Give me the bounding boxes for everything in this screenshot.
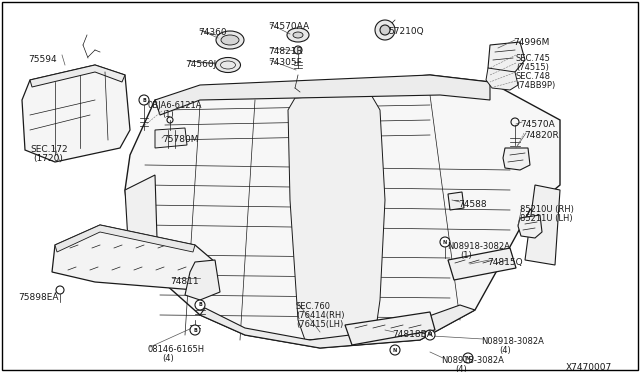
Circle shape bbox=[294, 46, 302, 54]
Text: (74515): (74515) bbox=[516, 63, 549, 72]
Text: (74BB9P): (74BB9P) bbox=[516, 81, 556, 90]
Ellipse shape bbox=[54, 93, 76, 107]
Text: (1720): (1720) bbox=[33, 154, 63, 163]
Polygon shape bbox=[22, 65, 130, 162]
Circle shape bbox=[390, 345, 400, 355]
Polygon shape bbox=[155, 75, 490, 115]
Text: N08918-3082A: N08918-3082A bbox=[441, 356, 504, 365]
Text: B: B bbox=[198, 302, 202, 308]
Text: 0BJA6-6121A: 0BJA6-6121A bbox=[148, 101, 202, 110]
Text: N: N bbox=[443, 240, 447, 244]
Text: SEC.172: SEC.172 bbox=[30, 145, 68, 154]
Circle shape bbox=[425, 330, 435, 340]
Text: 75898EA: 75898EA bbox=[18, 293, 58, 302]
Polygon shape bbox=[448, 248, 516, 280]
Text: (4): (4) bbox=[499, 346, 511, 355]
Polygon shape bbox=[518, 215, 542, 238]
Polygon shape bbox=[503, 148, 530, 170]
Text: N: N bbox=[466, 356, 470, 360]
Text: 74815Q: 74815Q bbox=[487, 258, 523, 267]
Text: N: N bbox=[393, 347, 397, 353]
Text: 75780M: 75780M bbox=[162, 135, 198, 144]
Text: SEC.748: SEC.748 bbox=[516, 72, 551, 81]
Text: 85211U (LH): 85211U (LH) bbox=[520, 214, 573, 223]
Text: B: B bbox=[193, 327, 197, 333]
Polygon shape bbox=[525, 185, 560, 265]
Text: (76415(LH): (76415(LH) bbox=[296, 320, 343, 329]
Text: B: B bbox=[142, 97, 146, 103]
Text: SEC.760: SEC.760 bbox=[296, 302, 331, 311]
Polygon shape bbox=[185, 260, 220, 300]
Text: 57210Q: 57210Q bbox=[388, 27, 424, 36]
Text: 74305F: 74305F bbox=[268, 58, 301, 67]
Text: 74560J: 74560J bbox=[185, 60, 216, 69]
Polygon shape bbox=[125, 75, 560, 348]
Text: N08918-3082A: N08918-3082A bbox=[447, 242, 510, 251]
Polygon shape bbox=[52, 225, 215, 290]
Polygon shape bbox=[125, 175, 158, 275]
Circle shape bbox=[190, 325, 200, 335]
Text: 74360: 74360 bbox=[198, 28, 227, 37]
Ellipse shape bbox=[59, 96, 71, 104]
Text: X7470007: X7470007 bbox=[566, 363, 612, 372]
Polygon shape bbox=[288, 93, 385, 340]
Text: 85210U (RH): 85210U (RH) bbox=[520, 205, 574, 214]
Polygon shape bbox=[155, 128, 187, 148]
Text: (1): (1) bbox=[460, 251, 472, 260]
Ellipse shape bbox=[293, 32, 303, 38]
Polygon shape bbox=[30, 65, 125, 87]
Text: (76414(RH): (76414(RH) bbox=[296, 311, 344, 320]
Circle shape bbox=[56, 286, 64, 294]
Text: SEC.745: SEC.745 bbox=[516, 54, 551, 63]
Text: (4): (4) bbox=[162, 354, 173, 363]
Ellipse shape bbox=[216, 31, 244, 49]
Polygon shape bbox=[200, 305, 475, 348]
Text: 74811: 74811 bbox=[170, 277, 198, 286]
Circle shape bbox=[463, 353, 473, 363]
Text: 74996M: 74996M bbox=[513, 38, 549, 47]
Text: 75594: 75594 bbox=[28, 55, 56, 64]
Text: 74820R: 74820R bbox=[524, 131, 559, 140]
Polygon shape bbox=[345, 312, 435, 345]
Text: 74821R: 74821R bbox=[268, 47, 303, 56]
Polygon shape bbox=[448, 192, 464, 210]
Polygon shape bbox=[488, 42, 525, 75]
Ellipse shape bbox=[287, 28, 309, 42]
Ellipse shape bbox=[221, 35, 239, 45]
Text: 74570A: 74570A bbox=[520, 120, 555, 129]
Text: 74588: 74588 bbox=[458, 200, 486, 209]
Circle shape bbox=[440, 237, 450, 247]
Text: (4): (4) bbox=[455, 365, 467, 372]
Circle shape bbox=[195, 300, 205, 310]
Text: 74570AA: 74570AA bbox=[268, 22, 309, 31]
Text: (1): (1) bbox=[162, 110, 173, 119]
Text: N08918-3082A: N08918-3082A bbox=[481, 337, 544, 346]
Circle shape bbox=[139, 95, 149, 105]
Ellipse shape bbox=[216, 58, 241, 73]
Polygon shape bbox=[486, 68, 518, 90]
Circle shape bbox=[380, 25, 390, 35]
Text: 74818BA: 74818BA bbox=[392, 330, 433, 339]
Polygon shape bbox=[55, 225, 195, 252]
Text: 08146-6165H: 08146-6165H bbox=[148, 345, 205, 354]
Text: N: N bbox=[428, 333, 432, 337]
Circle shape bbox=[375, 20, 395, 40]
